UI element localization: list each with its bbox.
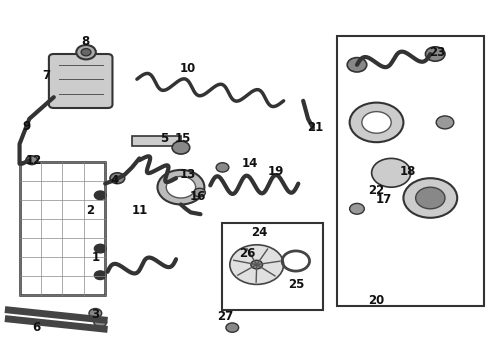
Text: 11: 11 [131, 204, 147, 217]
Circle shape [94, 244, 106, 253]
Bar [20, 162, 105, 295]
Bar [222, 223, 322, 310]
Text: 23: 23 [428, 46, 445, 59]
Text: 24: 24 [250, 226, 267, 239]
Text: 22: 22 [367, 184, 384, 197]
Circle shape [193, 188, 205, 197]
Text: 4: 4 [111, 174, 119, 186]
Text: 14: 14 [241, 157, 257, 170]
Circle shape [415, 187, 444, 209]
Circle shape [216, 163, 228, 172]
Text: 10: 10 [180, 62, 196, 75]
Circle shape [166, 176, 195, 198]
Circle shape [157, 170, 204, 204]
Circle shape [172, 141, 189, 154]
Text: 20: 20 [367, 294, 384, 307]
Circle shape [76, 45, 96, 59]
Circle shape [425, 47, 444, 61]
Text: 3: 3 [91, 309, 99, 321]
Circle shape [94, 191, 106, 199]
Text: 6: 6 [33, 321, 41, 334]
Text: 7: 7 [42, 69, 50, 82]
Circle shape [94, 318, 106, 327]
Text: 5: 5 [160, 132, 167, 145]
Circle shape [371, 158, 410, 187]
Circle shape [225, 323, 238, 332]
Text: 27: 27 [216, 310, 233, 323]
Circle shape [435, 116, 453, 129]
Circle shape [349, 103, 403, 142]
Text: 21: 21 [306, 121, 323, 134]
Circle shape [81, 49, 91, 56]
Text: 9: 9 [23, 120, 31, 132]
Circle shape [403, 178, 456, 218]
Text: 13: 13 [180, 168, 196, 181]
Bar [337, 36, 483, 306]
Text: 16: 16 [189, 190, 206, 203]
FancyBboxPatch shape [49, 54, 112, 108]
Circle shape [110, 173, 124, 184]
Circle shape [250, 260, 262, 269]
Circle shape [346, 58, 366, 72]
Text: 26: 26 [238, 247, 255, 260]
Circle shape [349, 203, 364, 214]
Text: 19: 19 [267, 165, 284, 177]
Text: 17: 17 [375, 193, 391, 206]
Text: 2: 2 [86, 204, 94, 217]
Text: 18: 18 [399, 165, 416, 177]
Circle shape [89, 309, 102, 318]
Circle shape [94, 271, 106, 280]
Circle shape [26, 156, 38, 165]
Text: 12: 12 [26, 154, 42, 167]
Bar [132, 136, 181, 146]
Circle shape [229, 245, 283, 284]
Text: 15: 15 [175, 132, 191, 145]
Text: 25: 25 [287, 278, 304, 291]
Circle shape [361, 112, 390, 133]
Text: 1: 1 [91, 251, 99, 264]
Text: 8: 8 [81, 35, 89, 48]
